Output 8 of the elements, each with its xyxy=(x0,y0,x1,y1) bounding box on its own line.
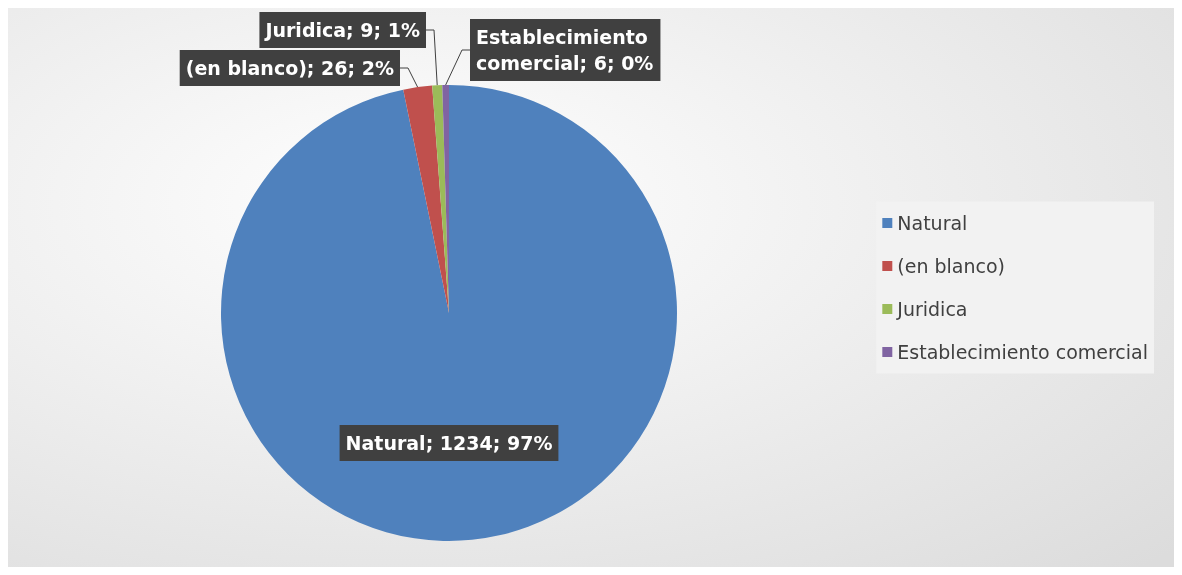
data-label: Natural; 1234; 97% xyxy=(345,432,553,454)
data-label: Establecimiento comercial; 6; 0% xyxy=(476,26,655,74)
legend-label: (en blanco) xyxy=(897,255,1006,277)
data-label: Juridica; 9; 1% xyxy=(263,19,420,41)
legend-label: Juridica xyxy=(896,298,968,320)
legend-label: Natural xyxy=(897,212,968,234)
legend-label: Establecimiento comercial xyxy=(897,341,1149,363)
data-label: (en blanco); 26; 2% xyxy=(185,57,394,79)
